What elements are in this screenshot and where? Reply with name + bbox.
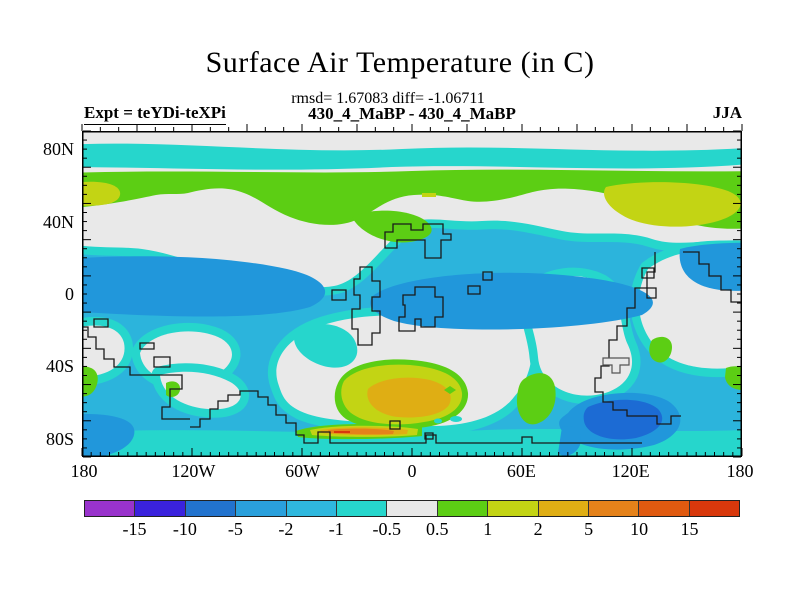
colorbar-segment xyxy=(336,501,388,516)
colorbar-labels: -15 -10 -5 -2 -1 -0.5 0.5 1 2 5 10 15 xyxy=(84,519,740,541)
lat-tick-label: 40S xyxy=(45,356,74,377)
colorbar-level-label: -10 xyxy=(172,519,197,539)
experiment-label: Expt = teYDi-teXPi xyxy=(84,103,226,125)
map-plot-area xyxy=(81,124,743,458)
lat-tick-label: 80N xyxy=(43,139,74,160)
colorbar-segment xyxy=(286,501,337,516)
southern-warm-anomaly xyxy=(334,359,469,430)
colorbar-level-label: 5 xyxy=(584,519,594,539)
colorbar-level-label: -0.5 xyxy=(372,519,402,539)
lon-tick-label: 120W xyxy=(171,461,216,481)
colorbar-level-label: -1 xyxy=(328,519,344,539)
lon-tick-label: 60W xyxy=(285,461,321,481)
lon-tick-label: 180 xyxy=(70,461,98,481)
lon-tick-label: 0 xyxy=(407,461,417,481)
colorbar-level-label: 1 xyxy=(483,519,493,539)
colorbar-segment xyxy=(689,501,740,516)
colorbar-segment xyxy=(387,501,438,516)
colorbar-level-label: 10 xyxy=(630,519,649,539)
cyan-dots xyxy=(434,416,462,424)
green-band-north xyxy=(82,169,742,243)
cold-anomaly-core xyxy=(583,399,663,440)
lat-tick-label: 0 xyxy=(65,284,74,304)
coastlines xyxy=(82,223,742,444)
stats-line: rmsd= 1.67083 diff= -1.06711 xyxy=(291,90,485,107)
season-label: JJA xyxy=(712,103,742,122)
colorbar-level-label: 0.5 xyxy=(425,519,449,539)
plot-title: Surface Air Temperature (in C) xyxy=(205,46,595,79)
lon-tick-label: 180 xyxy=(726,461,754,481)
colorbar-segment xyxy=(135,501,186,516)
contour-map xyxy=(81,124,743,458)
colorbar-segment xyxy=(588,501,640,516)
colorbar-level-label: -5 xyxy=(227,519,243,539)
colorbar-level-label: 2 xyxy=(533,519,543,539)
colorbar xyxy=(84,500,740,517)
colorbar-level-label: -2 xyxy=(278,519,294,539)
comparison-line: 430_4_MaBP - 430_4_MaBP xyxy=(308,104,516,123)
lon-tick-label: 60E xyxy=(506,461,536,481)
lat-tick-label: 80S xyxy=(45,428,74,449)
colorbar-level-label: 15 xyxy=(680,519,699,539)
colorbar-segment xyxy=(85,501,136,516)
colorbar-level-label: -15 xyxy=(122,519,147,539)
yellow-green-patches xyxy=(82,181,741,227)
colorbar-segment xyxy=(236,501,287,516)
map-frame xyxy=(82,131,742,457)
colorbar-segment xyxy=(185,501,237,516)
lat-tick-label: 40N xyxy=(43,211,74,232)
contour-fill-layers xyxy=(82,131,742,457)
lon-tick-label: 120E xyxy=(611,461,650,481)
ice-shelf-island xyxy=(602,357,630,374)
colorbar-segment xyxy=(488,501,539,516)
southern-green-patches xyxy=(82,336,742,425)
colorbar-segment xyxy=(639,501,690,516)
colorbar-segment xyxy=(437,501,489,516)
colorbar-segment xyxy=(538,501,589,516)
deep-blue-regions xyxy=(82,242,742,457)
